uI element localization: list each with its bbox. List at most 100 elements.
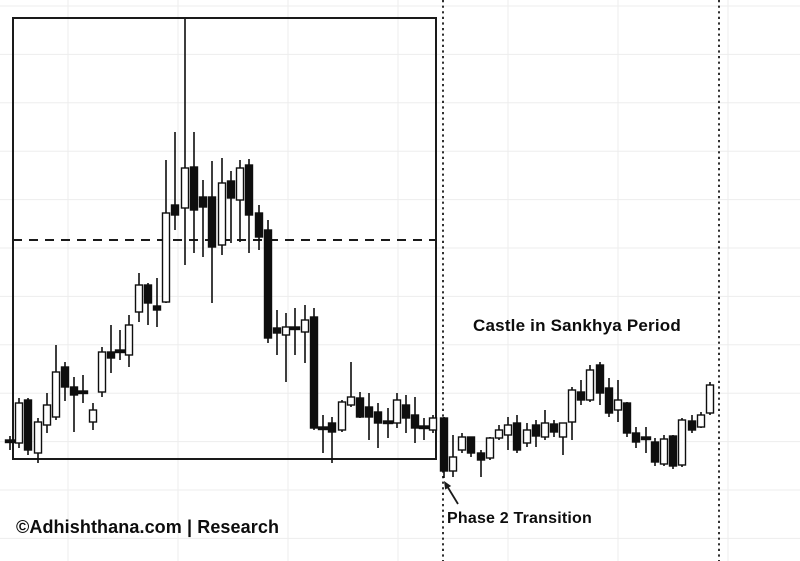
candle-body-up [124, 324, 134, 356]
candle [705, 382, 715, 415]
candle-body-down [198, 196, 208, 208]
candle-body-down [595, 364, 605, 394]
candle [42, 393, 52, 433]
candle [33, 418, 43, 463]
candle-body-up [392, 399, 402, 424]
candle-body-down [668, 435, 678, 467]
candle [170, 132, 180, 230]
candle [97, 347, 107, 397]
candle [23, 398, 33, 455]
candle-body-down [263, 229, 273, 339]
candle [631, 427, 641, 448]
candle [476, 450, 486, 477]
candle-body-up [161, 212, 171, 303]
candle-body-down [152, 305, 162, 311]
candle-body-up [457, 436, 467, 451]
candle-body-down [226, 180, 236, 199]
candle [289, 308, 301, 355]
candle [272, 310, 282, 355]
candle-body-down [576, 391, 586, 401]
candle [540, 410, 550, 440]
candle-body-up [97, 351, 107, 393]
candle [659, 435, 669, 466]
candle-body-down [373, 411, 383, 424]
candle-body-down [309, 316, 319, 429]
candle [696, 412, 706, 428]
candle [226, 171, 236, 243]
candle [512, 415, 522, 453]
candle [677, 418, 687, 467]
candle [317, 415, 329, 453]
candle [549, 420, 559, 437]
candle [622, 402, 632, 437]
candle-body-down [170, 204, 180, 216]
candle-body-down [189, 166, 199, 211]
candle [189, 132, 199, 253]
candle-body-down [60, 366, 70, 388]
candle-body-up [337, 401, 347, 431]
candle [69, 377, 79, 432]
candle-body-down [531, 424, 541, 437]
candle [650, 438, 660, 466]
candle-body-up [300, 319, 310, 333]
candle [337, 400, 347, 432]
candle [300, 305, 310, 363]
candle [106, 325, 116, 373]
candle-body-up [558, 422, 568, 438]
candle [604, 378, 614, 417]
candle [152, 278, 162, 327]
candle-body-up [567, 389, 577, 423]
candle-body-down [466, 436, 476, 454]
candle-body-doji [317, 426, 329, 431]
candle-body-up [448, 456, 458, 472]
candle-body-doji [77, 390, 89, 395]
candle [428, 415, 438, 433]
candle-body-down [631, 432, 641, 443]
castle-period-label: Castle in Sankhya Period [473, 316, 681, 335]
candle [687, 415, 697, 433]
candle-body-up [585, 369, 595, 401]
arrow-line [446, 485, 459, 505]
candle [595, 362, 605, 405]
candle-body-down [355, 397, 365, 418]
candle [254, 205, 264, 250]
candle-body-down [512, 422, 522, 451]
candle-body-up [613, 399, 623, 411]
candle [494, 425, 504, 440]
candle [263, 220, 273, 343]
arrow-head [444, 481, 452, 490]
candle-body-up [88, 409, 98, 423]
candle-body-doji [114, 349, 126, 354]
candle [640, 427, 652, 453]
candle-body-doji [418, 425, 430, 430]
candle [235, 160, 245, 242]
candle-body-up [42, 404, 52, 426]
candle [51, 345, 61, 420]
candle [14, 398, 24, 448]
candle [309, 308, 319, 430]
candle [207, 161, 217, 303]
candle [346, 362, 356, 407]
candle-body-down [23, 399, 33, 451]
candle-body-doji [4, 439, 16, 444]
candle [327, 417, 337, 463]
candle-body-up [503, 424, 513, 436]
candle-body-doji [289, 326, 301, 331]
candle-body-up [346, 396, 356, 406]
candle [613, 380, 623, 422]
candle-body-down [549, 423, 559, 433]
candle-body-up [14, 402, 24, 444]
candle [355, 392, 365, 418]
candle-body-up [494, 429, 504, 439]
candle [364, 393, 374, 440]
candle-body-down [244, 164, 254, 216]
candle [531, 420, 541, 447]
candle-body-up [235, 167, 245, 201]
candle-body-up [217, 182, 227, 246]
candle-body-doji [640, 436, 652, 441]
candle-body-up [180, 167, 190, 209]
phase-box [12, 17, 437, 460]
candle-body-down [327, 422, 337, 433]
candle [503, 417, 513, 450]
